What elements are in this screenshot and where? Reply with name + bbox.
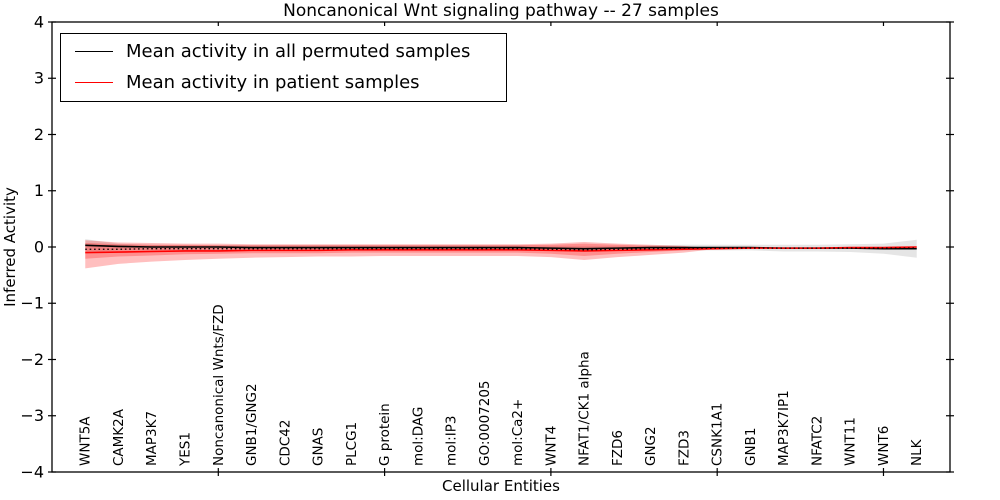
y-tick-label: 0 xyxy=(34,237,44,256)
x-entity-label: NLK xyxy=(909,438,925,466)
y-tick-label: 4 xyxy=(34,12,44,31)
y-tick-label: −1 xyxy=(20,294,44,313)
patient-line-swatch xyxy=(75,82,113,83)
x-entity-label: mol:Ca2+ xyxy=(510,399,526,466)
chart-title: Noncanonical Wnt signaling pathway -- 27… xyxy=(283,1,719,21)
x-entity-label: CDC42 xyxy=(277,420,293,466)
x-entity-label: CSNK1A1 xyxy=(710,403,726,466)
patient-band-outer xyxy=(85,240,917,269)
x-entity-label: MAP3K7 xyxy=(144,411,160,466)
y-tick-label: −4 xyxy=(20,462,44,481)
x-axis-label: Cellular Entities xyxy=(442,477,560,495)
y-tick-label: −3 xyxy=(20,406,44,425)
x-entity-label: MAP3K7IP1 xyxy=(776,390,792,466)
permuted-band xyxy=(85,239,917,258)
x-entity-label: CAMK2A xyxy=(111,408,127,466)
x-entity-label: mol:DAG xyxy=(410,407,426,466)
x-entity-label: WNT5A xyxy=(78,416,94,466)
x-entity-label: YES1 xyxy=(177,432,193,467)
x-entity-label: FZD6 xyxy=(610,430,626,466)
x-entity-label: GNB1 xyxy=(743,428,759,466)
legend-item-patient: Mean activity in patient samples xyxy=(61,67,506,98)
x-entity-label: PLCG1 xyxy=(344,422,360,466)
y-tick-label: 2 xyxy=(34,125,44,144)
x-entity-label: WNT6 xyxy=(876,426,892,466)
x-entity-label: NFATC2 xyxy=(809,416,825,466)
x-entity-label: GNAS xyxy=(311,428,327,466)
x-entity-label: Noncanonical Wnts/FZD xyxy=(211,304,227,466)
legend-item-permuted: Mean activity in all permuted samples xyxy=(61,36,506,67)
x-entity-label: WNT11 xyxy=(843,417,859,466)
y-tick-label: 1 xyxy=(34,181,44,200)
x-entity-label: GNB1/GNG2 xyxy=(244,383,260,466)
y-tick-label: 3 xyxy=(34,69,44,88)
x-entity-label: WNT4 xyxy=(543,426,559,466)
permuted-line-swatch xyxy=(75,51,113,52)
x-entity-label: G protein xyxy=(377,403,393,466)
x-entity-label: GNG2 xyxy=(643,426,659,466)
patient-mean-line xyxy=(85,246,917,254)
legend-label-patient: Mean activity in patient samples xyxy=(126,72,420,93)
y-tick-label: −2 xyxy=(20,350,44,369)
x-entity-label: FZD3 xyxy=(676,430,692,466)
x-entity-label: mol:IP3 xyxy=(444,416,460,466)
x-entity-label: GO:0007205 xyxy=(477,380,493,466)
x-entity-label: NFAT1/CK1 alpha xyxy=(577,351,593,466)
legend-box: Mean activity in all permuted samples Me… xyxy=(60,33,507,102)
legend-label-permuted: Mean activity in all permuted samples xyxy=(126,41,471,62)
